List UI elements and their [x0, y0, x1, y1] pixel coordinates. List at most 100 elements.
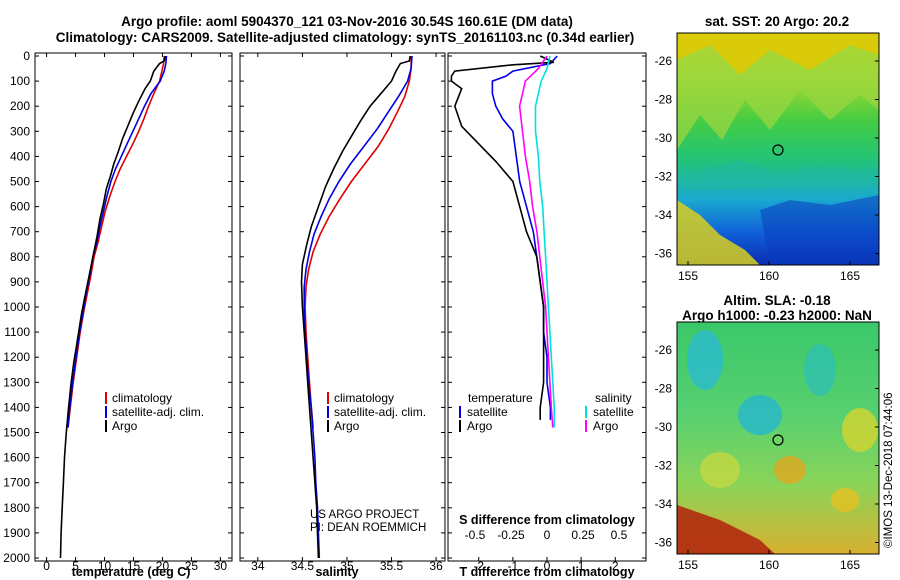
x-tick-label: 34 — [251, 559, 265, 573]
sla-map-title-line1: Altim. SLA: -0.18 — [723, 293, 831, 308]
map-lon-label: 165 — [840, 269, 860, 283]
depth-tick-label: 1500 — [3, 426, 30, 440]
depth-tick-label: 1800 — [3, 501, 30, 515]
map-lat-label: -26 — [655, 54, 673, 68]
series-line-salinity-satellite — [534, 55, 556, 428]
x-tick-label: 34.5 — [291, 559, 315, 573]
sla-map-image — [677, 322, 879, 554]
map-lon-label: 160 — [759, 558, 779, 572]
legend-climatology: climatology — [112, 391, 172, 405]
depth-tick-label: 100 — [10, 74, 30, 88]
legend-t-argo: Argo — [467, 419, 493, 433]
salinity-series — [300, 55, 413, 559]
depth-tick-label: 400 — [10, 149, 30, 163]
series-line-climatology — [304, 56, 412, 428]
salinity-panel-frame — [239, 52, 446, 562]
series-line-argo — [300, 55, 411, 559]
x-tick-label: 25 — [185, 559, 199, 573]
difference-series — [450, 55, 558, 428]
depth-tick-label: 800 — [10, 250, 30, 264]
map-lat-label: -36 — [655, 536, 673, 550]
series-line-temperature-satellite — [491, 55, 558, 420]
legend-argo: Argo — [334, 419, 360, 433]
sst-map-ticks: -26 -28 -30 -32 -34 -36 155 160 165 — [655, 54, 879, 283]
map-lat-label: -36 — [655, 247, 673, 261]
sla-map-frame — [676, 321, 880, 555]
legend-t-satellite: satellite — [467, 405, 508, 419]
sst-map-frame — [676, 32, 880, 266]
sla-map-ticks: -26 -28 -30 -32 -34 -36 155 160 165 — [655, 343, 879, 572]
legend-satellite: satellite-adj. clim. — [334, 405, 426, 419]
legend-satellite: satellite-adj. clim. — [112, 405, 204, 419]
depth-tick-label: 1400 — [3, 400, 30, 414]
map-lat-label: -32 — [655, 170, 673, 184]
temperature-axis-ticks: 0 5 10 15 20 25 30 — [43, 53, 227, 573]
depth-tick-label: 1100 — [4, 325, 30, 339]
sst-map-title: sat. SST: 20 Argo: 20.2 — [705, 14, 849, 29]
s-tick-label: -0.5 — [465, 528, 486, 542]
salinity-legend: climatology satellite-adj. clim. Argo — [327, 391, 426, 433]
x-tick-label: 20 — [156, 559, 170, 573]
x-tick-label: 15 — [127, 559, 141, 573]
figure-title-line1: Argo profile: aoml 5904370_121 03-Nov-20… — [121, 14, 573, 29]
series-line-satellite-adj-clim- — [303, 55, 413, 559]
map-lat-label: -34 — [655, 497, 673, 511]
map-lat-label: -32 — [655, 459, 673, 473]
x-tick-label: 0 — [544, 559, 551, 573]
x-tick-label: 2 — [612, 559, 619, 573]
s-difference-axis-ticks: -0.5 -0.25 0 0.25 0.5 — [465, 528, 628, 542]
difference-panel-frame — [447, 52, 647, 562]
depth-tick-label: 2000 — [3, 551, 30, 565]
x-tick-label: 10 — [98, 559, 112, 573]
salinity-axis-label: salinity — [315, 565, 358, 579]
depth-tick-label: 1700 — [3, 476, 30, 490]
legend-s-argo: Argo — [593, 419, 619, 433]
map-lat-label: -34 — [655, 208, 673, 222]
map-lat-label: -30 — [655, 131, 673, 145]
legend-argo: Argo — [112, 419, 138, 433]
x-tick-label: 1 — [578, 559, 585, 573]
map-lon-label: 160 — [759, 269, 779, 283]
x-tick-label: 35 — [340, 559, 354, 573]
legend-temperature-title: temperature — [468, 391, 533, 405]
depth-tick-label: 500 — [10, 175, 30, 189]
s-tick-label: 0.25 — [571, 528, 595, 542]
depth-tick-label: 1300 — [3, 375, 30, 389]
figure-title-line2: Climatology: CARS2009. Satellite-adjuste… — [56, 30, 634, 45]
x-tick-label: 35.5 — [380, 559, 404, 573]
x-tick-label: -1 — [508, 559, 519, 573]
legend-s-satellite: satellite — [593, 405, 634, 419]
imos-credit: ©IMOS 13-Dec-2018 07:44:06 — [883, 392, 895, 548]
s-difference-axis-label: S difference from climatology — [459, 513, 635, 527]
series-line-argo — [59, 55, 167, 559]
s-tick-label: 0 — [544, 528, 551, 542]
series-line-climatology — [67, 55, 165, 428]
series-line-temperature-argo — [450, 55, 555, 420]
depth-tick-label: 1900 — [3, 526, 30, 540]
temperature-legend: climatology satellite-adj. clim. Argo — [105, 391, 204, 433]
legend-climatology: climatology — [334, 391, 394, 405]
t-difference-axis-label: T difference from climatology — [459, 565, 634, 579]
salinity-axis-ticks: 34 34.5 35 35.5 36 — [251, 53, 443, 573]
map-lat-label: -28 — [655, 93, 673, 107]
map-lat-label: -28 — [655, 382, 673, 396]
t-difference-axis-ticks: -2 -1 0 1 2 — [473, 557, 619, 573]
depth-tick-label: 700 — [10, 225, 30, 239]
temperature-series — [59, 55, 168, 559]
temperature-axis-label: temperature (deg C) — [72, 565, 191, 579]
x-tick-label: 30 — [214, 559, 228, 573]
x-tick-label: -2 — [473, 559, 484, 573]
map-lat-label: -30 — [655, 420, 673, 434]
map-lat-label: -26 — [655, 343, 673, 357]
x-tick-label: 36 — [429, 559, 443, 573]
depth-tick-label: 200 — [10, 99, 30, 113]
depth-tick-label: 1000 — [3, 300, 30, 314]
map-lon-label: 165 — [840, 558, 860, 572]
s-tick-label: 0.5 — [611, 528, 628, 542]
depth-tick-label: 600 — [10, 200, 30, 214]
depth-axis-ticks: 0 100 200 300 400 500 600 700 800 900 1000 1100 1200… — [3, 49, 646, 565]
depth-tick-label: 1600 — [3, 451, 30, 465]
x-tick-label: 0 — [43, 559, 50, 573]
depth-tick-label: 900 — [10, 275, 30, 289]
difference-legend: temperature satellite Argo salinity sate… — [459, 391, 634, 433]
